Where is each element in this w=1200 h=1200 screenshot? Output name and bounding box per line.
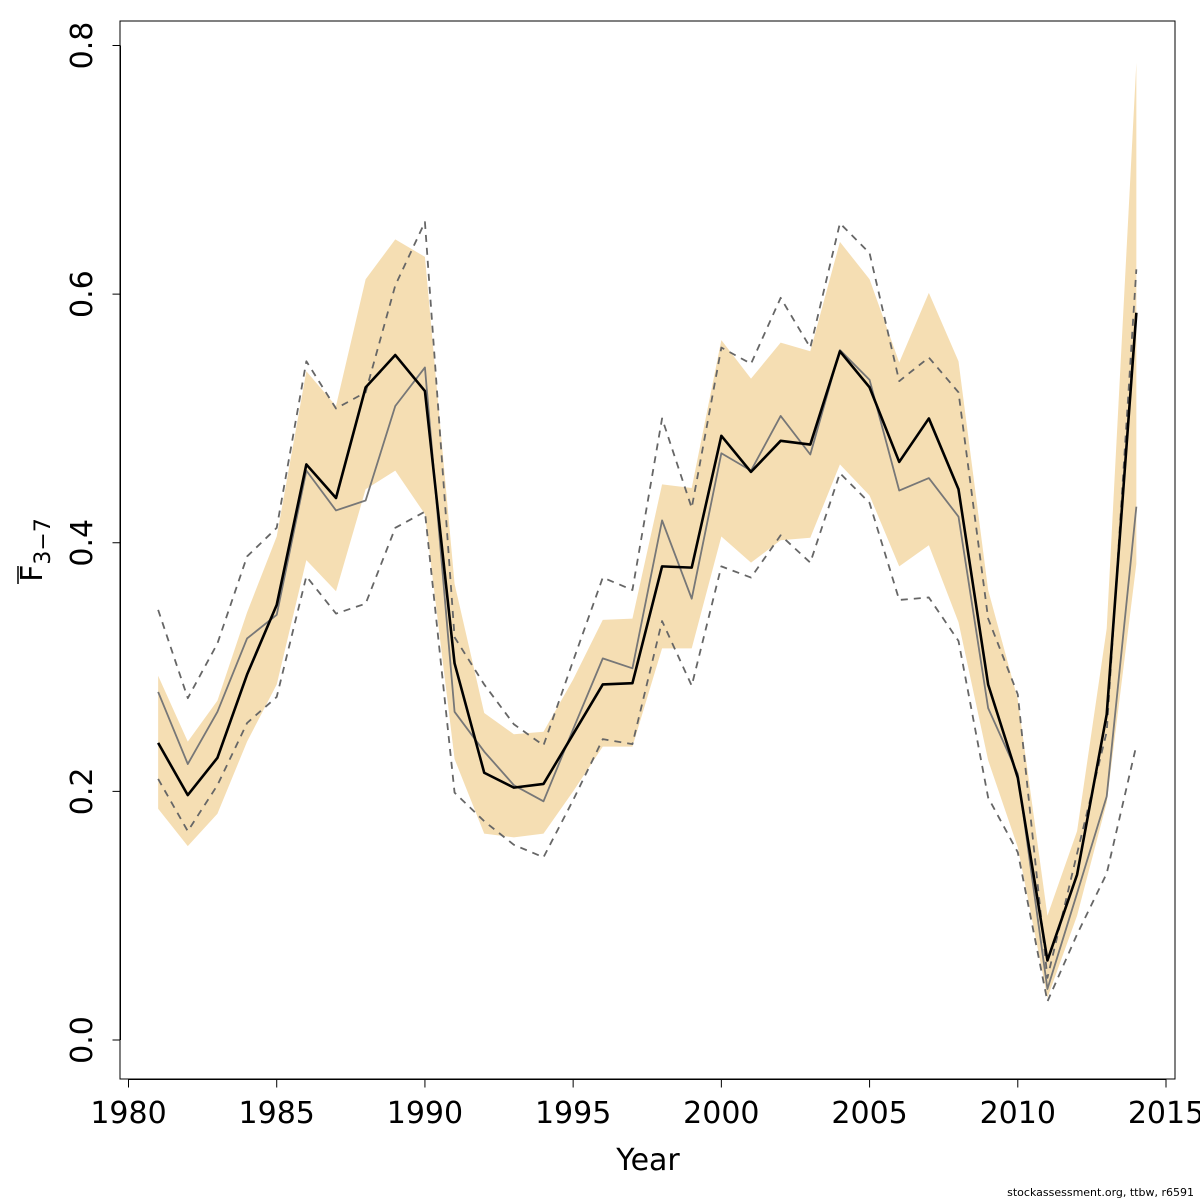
x-tick-label: 1995 <box>535 1096 611 1131</box>
y-axis-title-sub: 3−7 <box>31 518 56 564</box>
band-area <box>158 62 1137 998</box>
x-tick-label: 2005 <box>831 1096 907 1131</box>
credit-text: stockassessment.org, ttbw, r6591 <box>1007 1186 1194 1199</box>
y-axis-title: F3−7 <box>15 518 56 584</box>
x-tick-label: 2000 <box>683 1096 759 1131</box>
y-tick-label: 0.0 <box>65 1016 100 1064</box>
x-axis-title: Year <box>615 1143 680 1178</box>
y-tick-label: 0.4 <box>65 519 100 567</box>
y-tick-label: 0.8 <box>65 22 100 70</box>
y-axis: 0.0 0.2 0.4 0.6 0.8 <box>65 22 121 1064</box>
svg-text:0.2: 0.2 <box>65 768 100 816</box>
svg-text:F3−7: F3−7 <box>15 518 56 582</box>
svg-text:0.4: 0.4 <box>65 519 100 567</box>
dashed-upper-line <box>157 221 1138 979</box>
series-lines <box>157 221 1138 1003</box>
confidence-band <box>158 62 1137 998</box>
x-axis: 1980 1985 1990 1995 2000 2005 2010 2015 <box>90 1079 1200 1131</box>
y-tick-label: 0.6 <box>65 270 100 318</box>
x-tick-label: 1980 <box>90 1096 166 1131</box>
svg-text:0.6: 0.6 <box>65 270 100 318</box>
x-tick-label: 2015 <box>1128 1096 1200 1131</box>
y-axis-title-main: F <box>15 565 50 582</box>
main-line <box>157 312 1138 962</box>
x-tick-label: 1990 <box>387 1096 463 1131</box>
x-tick-label: 2010 <box>980 1096 1056 1131</box>
dashed-lower-line <box>157 472 1138 1003</box>
grey-line <box>157 349 1138 990</box>
y-tick-label: 0.2 <box>65 768 100 816</box>
x-tick-label: 1985 <box>239 1096 315 1131</box>
svg-text:0.8: 0.8 <box>65 22 100 70</box>
svg-text:0.0: 0.0 <box>65 1016 100 1064</box>
